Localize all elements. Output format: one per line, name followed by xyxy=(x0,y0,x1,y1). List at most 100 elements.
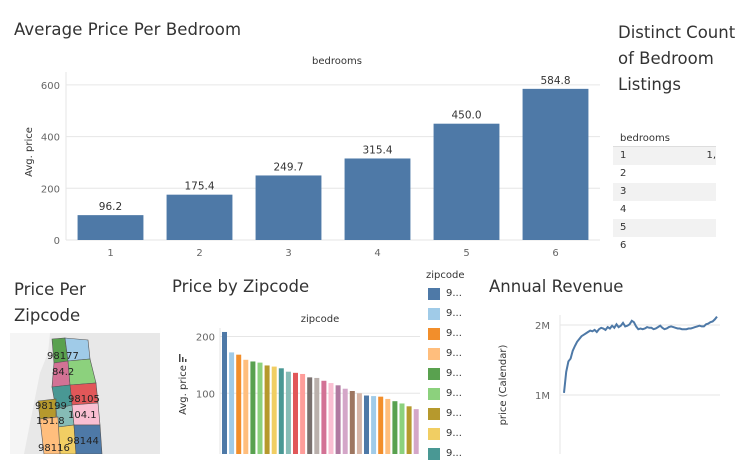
y-tick-label: 200 xyxy=(196,333,215,344)
legend-swatch xyxy=(428,388,440,400)
map-label: 151.8 xyxy=(36,416,65,427)
bed-ylabel: Avg. price xyxy=(24,127,35,177)
legend-label: 9... xyxy=(446,368,462,379)
avg-price-title: Average Price Per Bedroom xyxy=(14,20,242,39)
bar[interactable] xyxy=(222,331,227,454)
distinct-table-header: bedrooms xyxy=(620,133,670,144)
rev-ylabel: price (Calendar) xyxy=(498,344,509,425)
bar[interactable] xyxy=(271,366,277,454)
x-tick-label: 5 xyxy=(463,248,469,259)
distinct-count-title: Distinct Count of Bedroom Listings xyxy=(618,23,736,94)
legend-label: 9... xyxy=(446,288,462,299)
avg-price-bar-chart: 96.2 175.4 249.7 315.4 450.0 584.8 1 2 3 4 5 6 0 20… xyxy=(24,56,600,259)
bar[interactable] xyxy=(406,406,412,454)
bar[interactable] xyxy=(522,88,589,241)
bar[interactable] xyxy=(385,398,391,454)
revenue-line xyxy=(563,315,718,394)
table-row[interactable]: 3 xyxy=(613,183,716,201)
table-row[interactable]: 2 xyxy=(613,165,716,183)
bar[interactable] xyxy=(166,194,233,240)
legend-label: 9... xyxy=(446,348,462,359)
map-water xyxy=(10,333,50,454)
bar-value-label: 315.4 xyxy=(362,144,392,156)
row-key: 4 xyxy=(620,204,627,215)
bar[interactable] xyxy=(77,215,144,240)
y-tick-label: 200 xyxy=(41,184,60,195)
legend-label: 9... xyxy=(446,328,462,339)
zipcode-map: 98177 84.2 98105 98199 104.1 151.8 98144… xyxy=(10,333,160,454)
legend-label: 9... xyxy=(446,428,462,439)
bar[interactable] xyxy=(349,390,355,454)
bar[interactable] xyxy=(278,368,284,454)
bar[interactable] xyxy=(328,383,334,454)
legend-swatch xyxy=(428,428,440,440)
sort-icon[interactable] xyxy=(179,354,187,362)
map-label: 98199 xyxy=(35,401,67,412)
bar[interactable] xyxy=(335,385,341,454)
legend-swatch xyxy=(428,408,440,420)
bar[interactable] xyxy=(378,396,384,454)
bar[interactable] xyxy=(364,395,369,454)
map-region[interactable] xyxy=(39,416,61,454)
zip-legend-header: zipcode xyxy=(426,270,465,281)
bar[interactable] xyxy=(229,352,235,454)
bar[interactable] xyxy=(255,175,322,240)
legend-swatch xyxy=(428,308,440,320)
x-tick-label: 6 xyxy=(552,248,558,259)
bar[interactable] xyxy=(314,377,320,454)
bedrooms-header: bedrooms xyxy=(312,56,362,67)
map-label: 98116 xyxy=(38,443,70,454)
bar-value-label: 450.0 xyxy=(451,110,481,122)
bar[interactable] xyxy=(236,354,242,454)
y-tick-label: 2M xyxy=(535,321,550,332)
bar[interactable] xyxy=(392,401,398,454)
row-key: 1 xyxy=(620,150,627,161)
map-label: 98105 xyxy=(68,394,100,405)
bar[interactable] xyxy=(344,158,411,240)
bar[interactable] xyxy=(321,380,327,454)
legend-swatch xyxy=(428,348,440,360)
bar[interactable] xyxy=(264,365,270,454)
row-key: 6 xyxy=(620,240,627,251)
row-key: 2 xyxy=(620,168,627,179)
legend-swatch xyxy=(428,328,440,340)
x-tick-label: 2 xyxy=(196,248,202,259)
table-row[interactable]: 4 xyxy=(613,201,716,219)
bar[interactable] xyxy=(307,377,313,454)
bar[interactable] xyxy=(285,371,291,454)
bar[interactable] xyxy=(371,396,377,454)
bar[interactable] xyxy=(250,361,256,454)
bar[interactable] xyxy=(399,403,405,454)
y-tick-label: 0 xyxy=(54,236,60,247)
map-label: 84.2 xyxy=(52,367,74,378)
bar-value-label: 584.8 xyxy=(540,75,570,87)
bar[interactable] xyxy=(342,388,348,454)
map-region[interactable] xyxy=(73,424,103,454)
table-row[interactable]: 6 xyxy=(613,237,716,255)
bar[interactable] xyxy=(356,393,362,454)
bar-value-label: 175.4 xyxy=(184,181,214,193)
y-tick-label: 1M xyxy=(535,391,550,402)
legend-swatch xyxy=(428,448,440,460)
price-by-zipcode-title: Price by Zipcode xyxy=(172,277,310,296)
bar[interactable] xyxy=(293,372,298,454)
map-label: 104.1 xyxy=(68,410,97,421)
y-tick-label: 600 xyxy=(41,81,60,92)
price-by-zipcode-chart: 100 200 zipcode Avg. price xyxy=(178,314,420,454)
bar[interactable] xyxy=(243,359,249,454)
legend-label: 9... xyxy=(446,408,462,419)
x-tick-label: 1 xyxy=(107,248,113,259)
bar[interactable] xyxy=(433,123,500,240)
bar[interactable] xyxy=(300,373,306,454)
legend-swatch xyxy=(428,288,440,300)
zipcode-header: zipcode xyxy=(301,314,340,325)
x-tick-label: 3 xyxy=(285,248,291,259)
bar[interactable] xyxy=(257,362,263,454)
y-tick-label: 400 xyxy=(41,133,60,144)
bar[interactable] xyxy=(413,409,419,454)
bar-value-label: 249.7 xyxy=(273,161,303,173)
y-tick-label: 100 xyxy=(196,389,215,400)
table-row[interactable]: 5 xyxy=(613,219,716,237)
table-row[interactable]: 1 1, xyxy=(613,147,716,165)
price-per-zipcode-title: Price Per Zipcode xyxy=(14,280,86,325)
